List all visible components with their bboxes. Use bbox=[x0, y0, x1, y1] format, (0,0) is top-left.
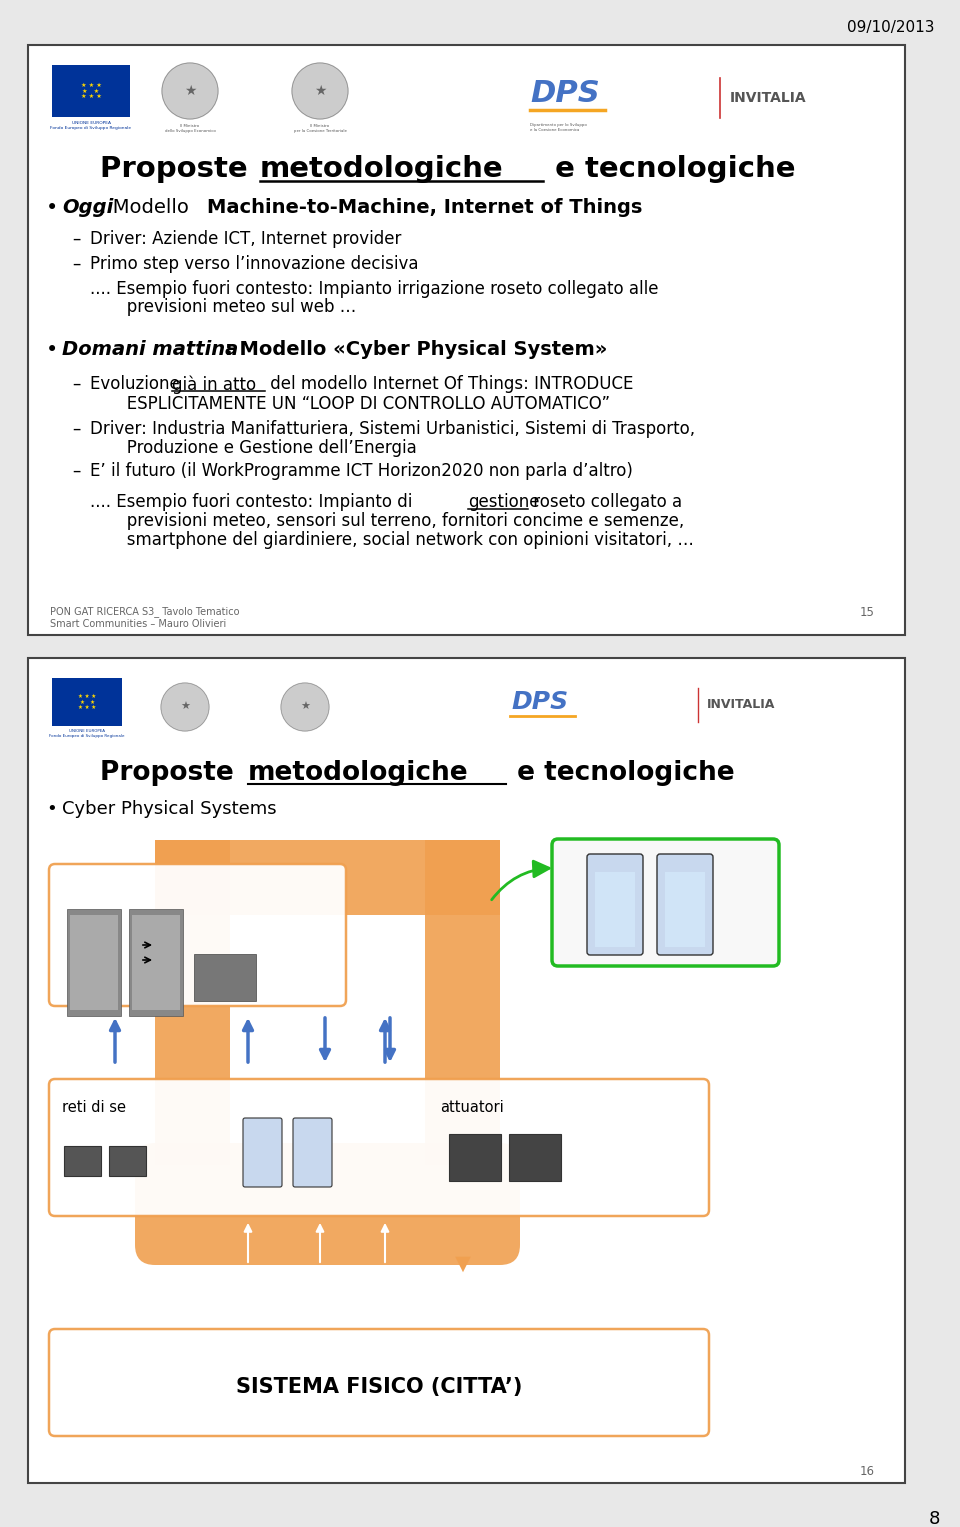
Text: SISTEMA FISICO (CITTA’): SISTEMA FISICO (CITTA’) bbox=[236, 1377, 522, 1397]
Text: Il Ministro
dello Sviluppo Economico: Il Ministro dello Sviluppo Economico bbox=[164, 124, 215, 133]
FancyBboxPatch shape bbox=[595, 872, 635, 947]
Text: Cyber Physical Systems: Cyber Physical Systems bbox=[62, 800, 276, 818]
FancyBboxPatch shape bbox=[449, 1135, 501, 1180]
FancyBboxPatch shape bbox=[132, 915, 180, 1009]
Text: •: • bbox=[46, 341, 59, 360]
Text: 16: 16 bbox=[860, 1464, 875, 1478]
Text: –: – bbox=[72, 376, 81, 392]
Text: DPS: DPS bbox=[512, 690, 568, 715]
Text: Proposte: Proposte bbox=[100, 760, 243, 786]
Text: .... Esempio fuori contesto: Impianto irrigazione roseto collegato alle: .... Esempio fuori contesto: Impianto ir… bbox=[90, 279, 659, 298]
Text: Primo step verso l’innovazione decisiva: Primo step verso l’innovazione decisiva bbox=[90, 255, 419, 273]
Text: ★: ★ bbox=[183, 84, 196, 98]
Text: •: • bbox=[46, 800, 57, 818]
Text: DPS: DPS bbox=[530, 79, 600, 108]
Text: .... Esempio fuori contesto: Impianto di: .... Esempio fuori contesto: Impianto di bbox=[90, 493, 418, 512]
Circle shape bbox=[161, 683, 209, 731]
Text: metodologiche: metodologiche bbox=[248, 760, 468, 786]
Text: Driver: Aziende ICT, Internet provider: Driver: Aziende ICT, Internet provider bbox=[90, 231, 401, 247]
FancyBboxPatch shape bbox=[243, 1118, 282, 1186]
FancyBboxPatch shape bbox=[49, 1080, 709, 1215]
Text: –: – bbox=[72, 255, 81, 273]
Text: ★ ★ ★
★   ★
★ ★ ★: ★ ★ ★ ★ ★ ★ ★ ★ bbox=[81, 82, 102, 99]
FancyBboxPatch shape bbox=[155, 840, 230, 1165]
FancyBboxPatch shape bbox=[194, 954, 256, 1002]
FancyBboxPatch shape bbox=[129, 909, 183, 1015]
FancyBboxPatch shape bbox=[665, 872, 705, 947]
Text: Driver: Industria Manifatturiera, Sistemi Urbanistici, Sistemi di Trasporto,: Driver: Industria Manifatturiera, Sistem… bbox=[90, 420, 695, 438]
Text: Proposte: Proposte bbox=[100, 156, 257, 183]
FancyBboxPatch shape bbox=[52, 678, 122, 725]
Text: –: – bbox=[72, 463, 81, 479]
Text: Produzione e Gestione dell’Energia: Produzione e Gestione dell’Energia bbox=[90, 438, 417, 457]
FancyBboxPatch shape bbox=[293, 1118, 332, 1186]
FancyBboxPatch shape bbox=[509, 1135, 561, 1180]
Text: Oggi: Oggi bbox=[62, 199, 113, 217]
Text: 09/10/2013: 09/10/2013 bbox=[848, 20, 935, 35]
Text: –: – bbox=[72, 231, 81, 247]
Text: reti di se: reti di se bbox=[62, 1099, 126, 1115]
Text: previsioni meteo sul web …: previsioni meteo sul web … bbox=[90, 298, 356, 316]
FancyBboxPatch shape bbox=[425, 840, 500, 1165]
FancyBboxPatch shape bbox=[552, 838, 779, 967]
FancyBboxPatch shape bbox=[587, 854, 643, 954]
Text: INVITALIA: INVITALIA bbox=[707, 698, 776, 712]
FancyBboxPatch shape bbox=[67, 909, 121, 1015]
Text: e tecnologiche: e tecnologiche bbox=[545, 156, 796, 183]
Text: già in atto: già in atto bbox=[172, 376, 256, 394]
FancyBboxPatch shape bbox=[49, 1328, 709, 1435]
Text: UNIONE EUROPEA
Fondo Europeo di Sviluppo Regionale: UNIONE EUROPEA Fondo Europeo di Sviluppo… bbox=[49, 728, 125, 738]
Text: gestione: gestione bbox=[468, 493, 540, 512]
FancyBboxPatch shape bbox=[64, 1145, 101, 1176]
FancyBboxPatch shape bbox=[52, 66, 130, 118]
Text: Domani mattina: Domani mattina bbox=[62, 341, 238, 359]
FancyBboxPatch shape bbox=[49, 864, 346, 1006]
Circle shape bbox=[292, 63, 348, 119]
FancyBboxPatch shape bbox=[135, 1144, 520, 1264]
FancyBboxPatch shape bbox=[109, 1145, 146, 1176]
Text: ★: ★ bbox=[300, 702, 310, 712]
FancyBboxPatch shape bbox=[28, 658, 905, 1483]
Text: 8: 8 bbox=[928, 1510, 940, 1527]
Text: –: – bbox=[72, 420, 81, 438]
Text: ★: ★ bbox=[314, 84, 326, 98]
Text: •: • bbox=[46, 199, 59, 218]
Text: smartphone del giardiniere, social network con opinioni visitatori, …: smartphone del giardiniere, social netwo… bbox=[90, 531, 694, 550]
Text: Il Ministro
per la Coesione Territoriale: Il Ministro per la Coesione Territoriale bbox=[294, 124, 347, 133]
Text: INVITALIA: INVITALIA bbox=[730, 92, 806, 105]
Text: previsioni meteo, sensori sul terreno, fornitori concime e semenze,: previsioni meteo, sensori sul terreno, f… bbox=[90, 512, 684, 530]
Text: : Modello: : Modello bbox=[100, 199, 195, 217]
Text: E’ il futuro (il WorkProgramme ICT Horizon2020 non parla d’altro): E’ il futuro (il WorkProgramme ICT Horiz… bbox=[90, 463, 633, 479]
FancyBboxPatch shape bbox=[28, 44, 905, 635]
Text: UNIONE EUROPEA
Fondo Europeo di Sviluppo Regionale: UNIONE EUROPEA Fondo Europeo di Sviluppo… bbox=[51, 121, 132, 130]
Text: Dipartimento per lo Sviluppo
e la Coesione Economica: Dipartimento per lo Sviluppo e la Coesio… bbox=[530, 124, 587, 131]
Text: del modello Internet Of Things: INTRODUCE: del modello Internet Of Things: INTRODUC… bbox=[265, 376, 634, 392]
Text: 15: 15 bbox=[860, 606, 875, 618]
Text: PON GAT RICERCA S3_ Tavolo Tematico: PON GAT RICERCA S3_ Tavolo Tematico bbox=[50, 606, 239, 617]
Text: Smart Communities – Mauro Olivieri: Smart Communities – Mauro Olivieri bbox=[50, 618, 227, 629]
Text: e tecnologiche: e tecnologiche bbox=[508, 760, 734, 786]
Text: metodologiche: metodologiche bbox=[260, 156, 504, 183]
Text: : Modello «Cyber Physical System»: : Modello «Cyber Physical System» bbox=[225, 341, 608, 359]
Text: attuatori: attuatori bbox=[440, 1099, 504, 1115]
Text: ESPLICITAMENTE UN “LOOP DI CONTROLLO AUTOMATICO”: ESPLICITAMENTE UN “LOOP DI CONTROLLO AUT… bbox=[90, 395, 611, 412]
Text: ★: ★ bbox=[180, 702, 190, 712]
Circle shape bbox=[162, 63, 218, 119]
Text: roseto collegato a: roseto collegato a bbox=[528, 493, 683, 512]
Text: Evoluzione: Evoluzione bbox=[90, 376, 185, 392]
FancyBboxPatch shape bbox=[70, 915, 118, 1009]
Circle shape bbox=[281, 683, 329, 731]
FancyBboxPatch shape bbox=[155, 840, 500, 915]
FancyBboxPatch shape bbox=[657, 854, 713, 954]
Text: ★ ★ ★
★   ★
★ ★ ★: ★ ★ ★ ★ ★ ★ ★ ★ bbox=[78, 693, 96, 710]
Text: Machine-to-Machine, Internet of Things: Machine-to-Machine, Internet of Things bbox=[207, 199, 642, 217]
